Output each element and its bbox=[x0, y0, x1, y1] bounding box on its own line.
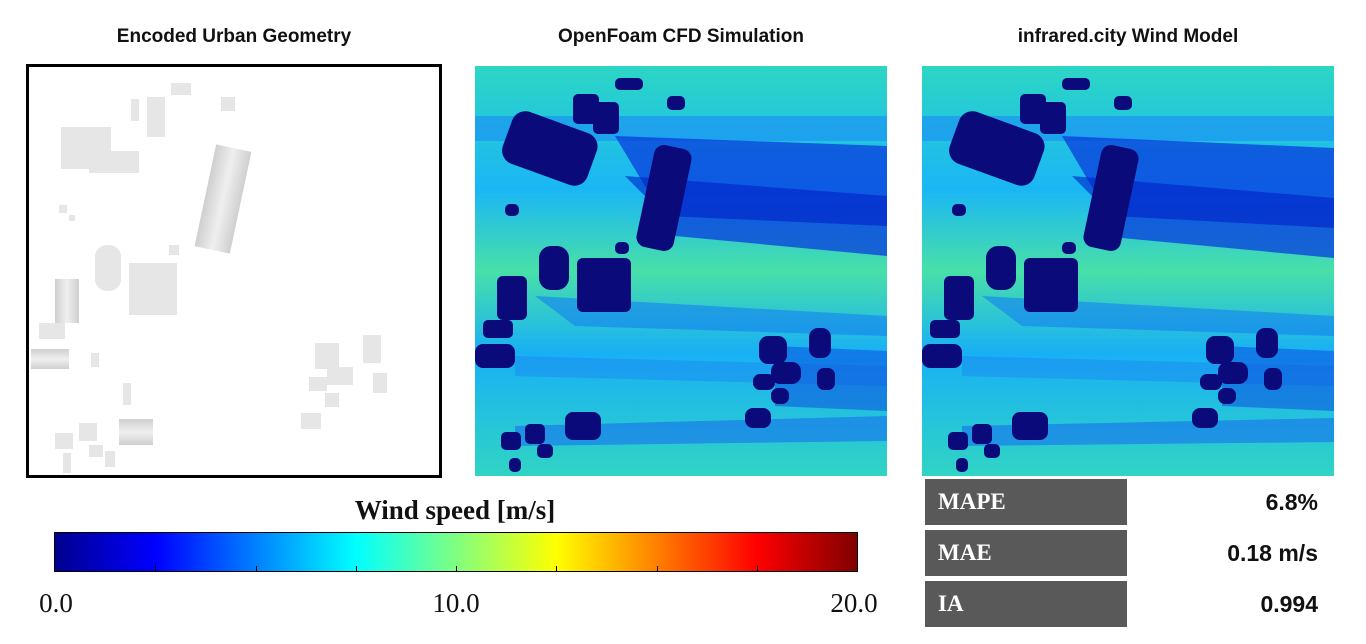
building-shadows bbox=[922, 78, 1282, 472]
building bbox=[105, 451, 115, 467]
building bbox=[95, 245, 121, 291]
building bbox=[221, 97, 235, 111]
building bbox=[129, 263, 177, 315]
building bbox=[69, 215, 75, 221]
building bbox=[363, 335, 381, 363]
colorbar-tick bbox=[656, 566, 658, 572]
cfd-panel-title: OpenFoam CFD Simulation bbox=[558, 26, 804, 47]
building bbox=[55, 279, 79, 323]
building bbox=[123, 383, 131, 405]
building bbox=[301, 413, 321, 429]
cfd-wind-field bbox=[475, 66, 887, 476]
building bbox=[119, 419, 153, 445]
building bbox=[373, 373, 387, 393]
metric-label-mape: MAPE bbox=[925, 479, 1127, 525]
building bbox=[169, 245, 179, 255]
colorbar-tick bbox=[155, 566, 157, 572]
building bbox=[147, 97, 165, 137]
colorbar-min-label: 0.0 bbox=[39, 588, 73, 618]
building bbox=[171, 83, 191, 95]
colorbar-title: Wind speed [m/s] bbox=[354, 495, 556, 525]
building-shadows bbox=[475, 78, 835, 472]
building bbox=[31, 349, 69, 369]
colorbar-max-label: 20.0 bbox=[830, 588, 878, 618]
model-wind-field bbox=[922, 66, 1334, 476]
building bbox=[89, 445, 103, 457]
colorbar-tick bbox=[355, 566, 357, 572]
building bbox=[39, 323, 65, 339]
metric-label-ia: IA bbox=[925, 581, 1127, 627]
building bbox=[89, 151, 139, 173]
building bbox=[309, 377, 327, 391]
building bbox=[327, 367, 353, 385]
building bbox=[325, 393, 339, 407]
metric-value-mae: 0.18 m/s bbox=[1227, 540, 1318, 566]
colorbar-tick bbox=[456, 566, 457, 572]
colorbar-tick bbox=[556, 566, 558, 572]
building bbox=[59, 205, 67, 213]
building bbox=[131, 99, 139, 121]
wind-speed-colorbar bbox=[54, 532, 858, 572]
colorbar-tick bbox=[255, 566, 257, 572]
colorbar-tick bbox=[756, 566, 758, 572]
building bbox=[91, 353, 99, 367]
building bbox=[63, 453, 71, 473]
urban-geometry-map bbox=[26, 64, 442, 478]
geometry-panel-title: Encoded Urban Geometry bbox=[116, 26, 352, 47]
building bbox=[79, 423, 97, 441]
metric-value-mape: 6.8% bbox=[1265, 489, 1318, 515]
building bbox=[55, 433, 73, 449]
metric-value-ia: 0.994 bbox=[1260, 591, 1318, 617]
colorbar-mid-label: 10.0 bbox=[432, 588, 480, 618]
building bbox=[194, 144, 252, 254]
model-panel-title: infrared.city Wind Model bbox=[1017, 26, 1239, 47]
metric-label-mae: MAE bbox=[925, 530, 1127, 576]
building bbox=[315, 343, 339, 369]
